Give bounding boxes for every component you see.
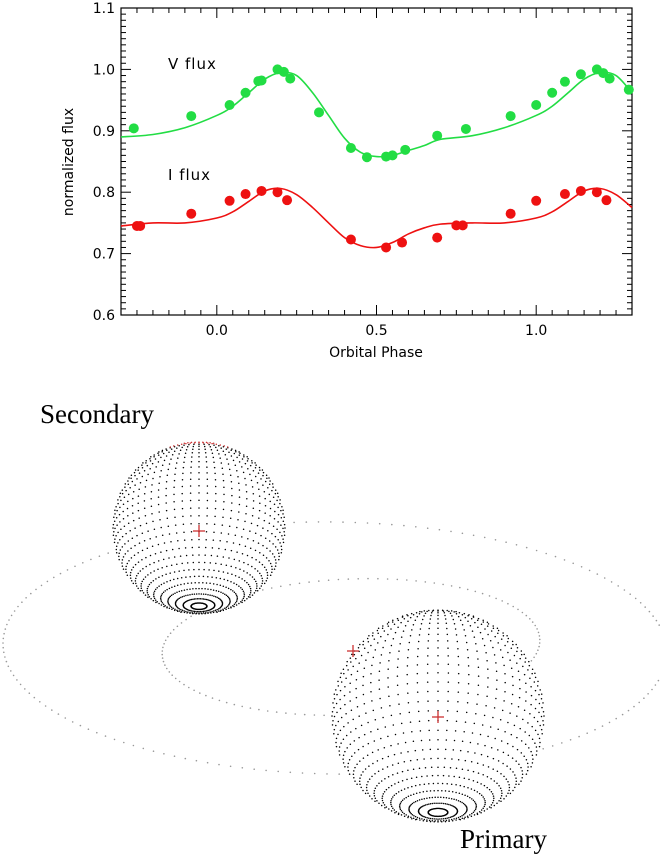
y-tick-label: 0.7 bbox=[93, 247, 115, 263]
series-label-v-flux: V flux bbox=[168, 55, 217, 73]
secondary-label: Secondary bbox=[40, 399, 154, 429]
point-v bbox=[240, 87, 251, 98]
point-v bbox=[460, 123, 471, 134]
point-i bbox=[457, 220, 468, 231]
point-v bbox=[285, 73, 296, 84]
y-tick-label: 0.8 bbox=[93, 185, 115, 201]
fit-line-i bbox=[120, 187, 633, 249]
point-v bbox=[547, 87, 558, 98]
point-i bbox=[240, 189, 251, 200]
point-i bbox=[531, 195, 542, 206]
point-i bbox=[345, 234, 356, 245]
x-tick-label: 0.0 bbox=[206, 323, 228, 339]
fit-curves bbox=[120, 71, 633, 249]
outer-orbit bbox=[2, 521, 660, 775]
center-markers bbox=[193, 525, 444, 723]
point-i bbox=[224, 195, 235, 206]
point-v bbox=[128, 123, 139, 134]
x-tick-label: 1.0 bbox=[525, 323, 547, 339]
point-i bbox=[256, 185, 267, 196]
center-marker bbox=[347, 645, 359, 657]
x-tick-label: 0.5 bbox=[365, 323, 387, 339]
y-axis-label: normalized flux bbox=[61, 108, 77, 216]
point-v bbox=[314, 107, 325, 118]
axis-tick-labels: 0.0 0.5 1.0 0.6 0.7 0.8 0.9 1.0 1.1 bbox=[93, 1, 548, 339]
y-tick-label: 1.0 bbox=[93, 62, 115, 78]
center-marker bbox=[432, 711, 444, 723]
point-v bbox=[623, 84, 634, 95]
point-i bbox=[272, 187, 283, 198]
point-v bbox=[432, 130, 443, 141]
point-i bbox=[591, 187, 602, 198]
point-v bbox=[531, 100, 542, 111]
point-i bbox=[559, 189, 570, 200]
point-i bbox=[135, 220, 146, 231]
data-points bbox=[128, 64, 634, 253]
primary-label: Primary bbox=[460, 824, 547, 854]
series-label-i-flux: I flux bbox=[168, 166, 211, 184]
point-v bbox=[575, 69, 586, 80]
point-v bbox=[400, 144, 411, 155]
point-i bbox=[432, 232, 443, 243]
point-v bbox=[505, 111, 516, 122]
point-v bbox=[345, 142, 356, 153]
point-v bbox=[361, 152, 372, 163]
point-i bbox=[601, 195, 612, 206]
x-axis-label: Orbital Phase bbox=[329, 345, 423, 361]
y-tick-label: 1.1 bbox=[93, 1, 115, 17]
orbit-paths bbox=[2, 521, 660, 775]
center-marker bbox=[193, 525, 205, 537]
light-curve-plot: 0.0 0.5 1.0 0.6 0.7 0.8 0.9 1.0 1.1 V flux I flu… bbox=[61, 1, 634, 361]
point-i bbox=[186, 208, 197, 219]
point-v bbox=[186, 111, 197, 122]
point-i bbox=[397, 237, 408, 248]
point-v bbox=[278, 66, 289, 77]
point-i bbox=[381, 242, 392, 253]
point-i bbox=[282, 195, 293, 206]
binary-star-diagram: Secondary Primary bbox=[2, 399, 660, 854]
point-v bbox=[604, 73, 615, 84]
y-tick-label: 0.6 bbox=[93, 308, 115, 324]
point-v bbox=[224, 100, 235, 111]
point-v bbox=[559, 76, 570, 87]
point-i bbox=[505, 208, 516, 219]
y-tick-label: 0.9 bbox=[93, 124, 115, 140]
point-i bbox=[575, 185, 586, 196]
fit-line-v bbox=[120, 71, 633, 158]
point-v bbox=[256, 75, 267, 86]
point-v bbox=[387, 150, 398, 161]
